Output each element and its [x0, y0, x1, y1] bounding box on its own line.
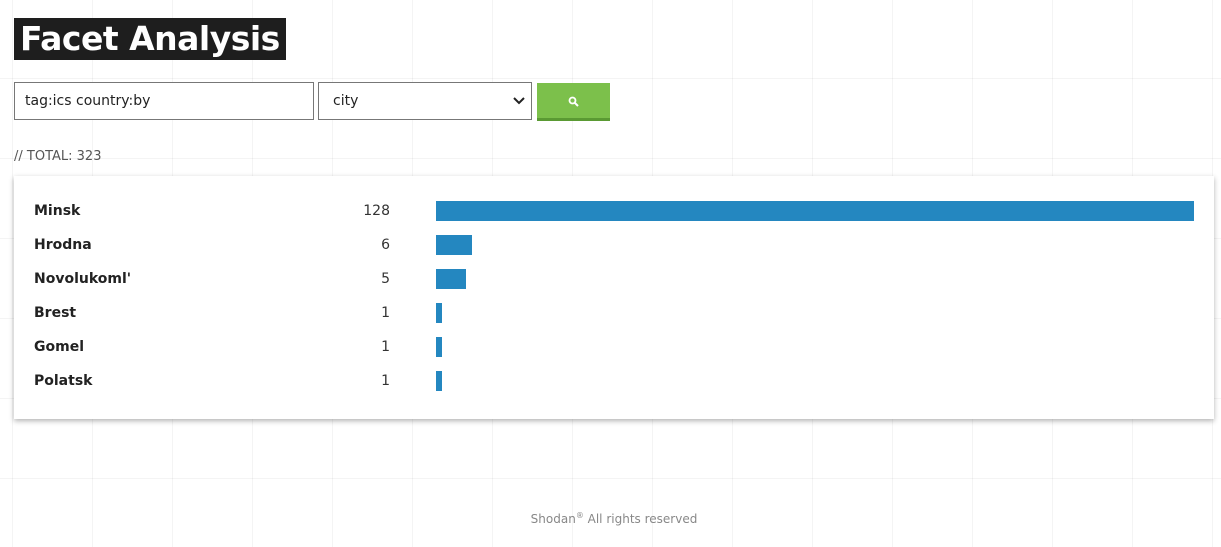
page-title: Facet Analysis — [14, 18, 286, 60]
facet-name: Brest — [34, 305, 77, 321]
facet-select[interactable]: city — [318, 82, 532, 120]
facet-name: Gomel — [34, 339, 84, 355]
facet-count: 1 — [381, 305, 390, 321]
search-icon — [568, 96, 579, 107]
facet-count: 5 — [381, 271, 390, 287]
footer-brand: Shodan — [530, 512, 576, 526]
total: // TOTAL: 323 — [14, 149, 101, 164]
facet-bar — [436, 235, 472, 255]
facet-name: Polatsk — [34, 373, 93, 389]
facet-count: 128 — [363, 203, 390, 219]
facet-bar — [436, 337, 442, 357]
facet-count: 6 — [381, 237, 390, 253]
facet-card: Minsk 128 Hrodna 6 Novolukoml' 5 Brest 1 Gomel 1 P… — [14, 176, 1214, 419]
facet-bar — [436, 371, 442, 391]
facet-name: Novolukoml' — [34, 271, 132, 287]
facet-bar — [436, 303, 442, 323]
facet-name: Minsk — [34, 203, 81, 219]
facet-bar — [436, 201, 1194, 221]
search-button[interactable] — [537, 83, 610, 121]
facet-bar — [436, 269, 466, 289]
footer-mark: ® — [575, 511, 584, 520]
search-input[interactable]: tag:ics country:by — [14, 82, 314, 120]
facet-name: Hrodna — [34, 237, 92, 253]
total-label: // TOTAL: — [14, 149, 73, 164]
footer-text: All rights reserved — [587, 512, 698, 526]
facet-value: city — [333, 93, 359, 109]
facet-count: 1 — [381, 339, 390, 355]
footer: Shodan® All rights reserved — [0, 511, 1221, 526]
total-value: 323 — [76, 149, 102, 164]
dropdown-arrow — [513, 97, 525, 105]
facet-count: 1 — [381, 373, 390, 389]
